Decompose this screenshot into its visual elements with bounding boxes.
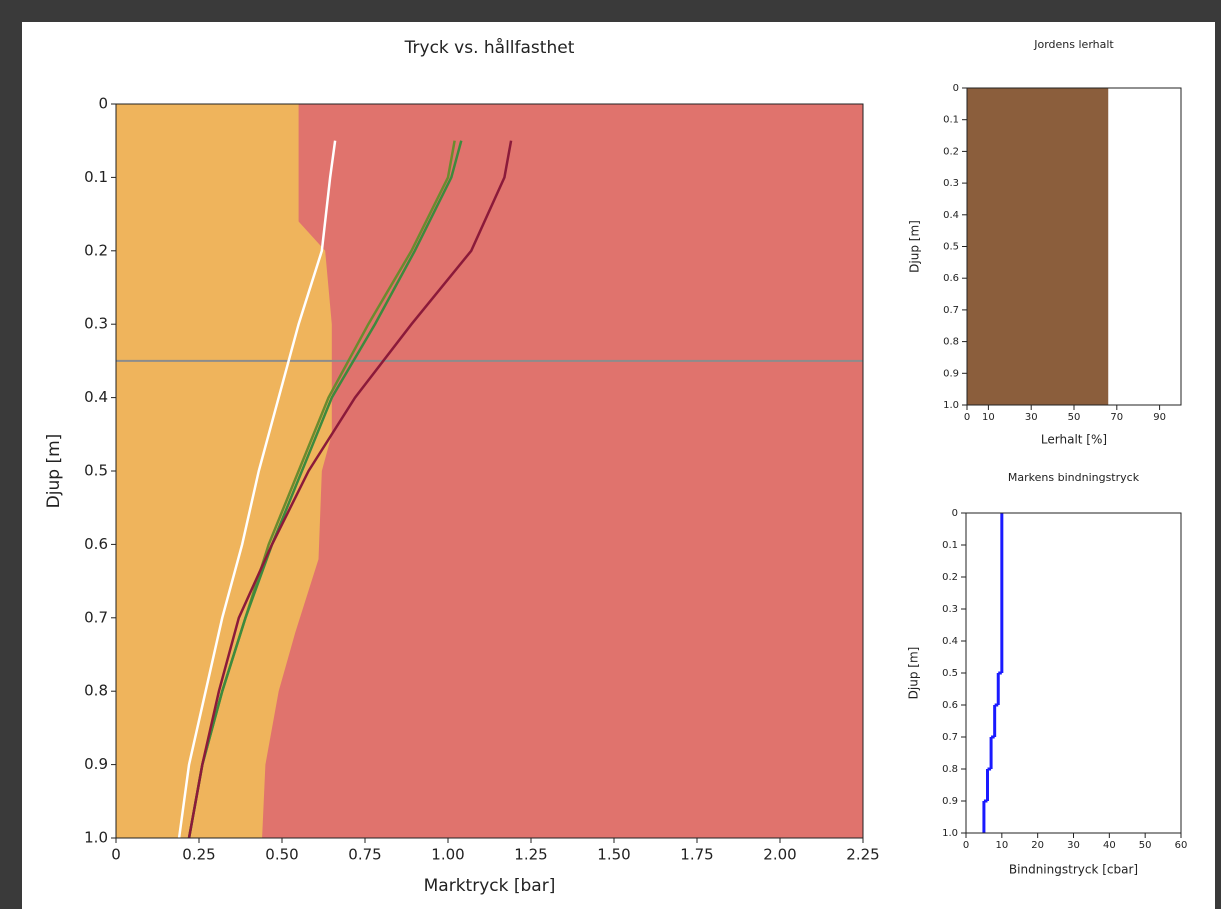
y-tick-label: 0.8 (942, 764, 958, 775)
x-tick-label: 0.75 (348, 846, 381, 864)
series-line (187, 140, 513, 839)
y-tick-label: 0.4 (943, 210, 959, 221)
y-tick-label: 0.5 (84, 462, 108, 480)
x-tick-label: 1.25 (514, 846, 547, 864)
y-tick-label: 1.0 (942, 828, 958, 839)
y-tick-label: 0.4 (942, 636, 958, 647)
y-tick-label: 0.9 (942, 796, 958, 807)
series-line (177, 140, 337, 839)
x-tick-label: 1.50 (597, 846, 630, 864)
y-tick-label: 0.3 (943, 178, 959, 189)
y-tick-label: 1.0 (943, 400, 959, 411)
x-tick-label: 50 (1139, 840, 1152, 851)
y-axis-label: Djup [m] (908, 220, 922, 273)
y-tick-label: 0.2 (942, 572, 958, 583)
y-tick-label: 0.2 (943, 146, 959, 157)
y-tick-label: 0.2 (84, 241, 108, 259)
y-tick-label: 0 (953, 83, 959, 94)
chart-title: Jordens lerhalt (1033, 38, 1114, 51)
y-tick-label: 1.0 (84, 829, 108, 847)
x-tick-label: 30 (1025, 412, 1038, 423)
x-tick-label: 0 (963, 840, 969, 851)
x-tick-label: 0 (111, 846, 121, 864)
y-tick-label: 0.4 (84, 388, 108, 406)
y-tick-label: 0.5 (943, 242, 959, 253)
x-tick-label: 50 (1068, 412, 1081, 423)
y-tick-label: 0.3 (84, 315, 108, 333)
y-axis-label: Djup [m] (907, 647, 921, 700)
x-axis-label: Bindningstryck [cbar] (1009, 863, 1138, 877)
y-tick-label: 0.7 (942, 732, 958, 743)
y-tick-label: 0.9 (84, 755, 108, 773)
x-tick-label: 10 (982, 412, 995, 423)
x-tick-label: 90 (1153, 412, 1166, 423)
x-tick-label: 1.00 (431, 846, 464, 864)
x-tick-label: 0.25 (182, 846, 215, 864)
y-tick-label: 0.6 (84, 535, 108, 553)
y-axis-label: Djup [m] (44, 434, 64, 509)
y-tick-label: 0.8 (84, 682, 108, 700)
x-tick-label: 2.25 (846, 846, 879, 864)
y-tick-label: 0.6 (943, 273, 959, 284)
x-axis-label: Lerhalt [%] (1041, 433, 1107, 447)
y-tick-label: 0.3 (942, 604, 958, 615)
x-tick-label: 40 (1103, 840, 1116, 851)
y-tick-label: 0.9 (943, 368, 959, 379)
x-tick-label: 0.50 (265, 846, 298, 864)
x-tick-label: 10 (995, 840, 1008, 851)
x-tick-label: 2.00 (763, 846, 796, 864)
x-tick-label: 1.75 (680, 846, 713, 864)
chart-title: Markens bindningstryck (1008, 471, 1140, 484)
y-tick-label: 0.1 (84, 168, 108, 186)
y-tick-label: 0.7 (943, 305, 959, 316)
x-tick-label: 30 (1067, 840, 1080, 851)
y-tick-label: 0.6 (942, 700, 958, 711)
y-tick-label: 0 (98, 95, 108, 113)
x-tick-label: 20 (1031, 840, 1044, 851)
x-axis-label: Marktryck [bar] (424, 876, 556, 896)
bar (967, 88, 1109, 405)
y-tick-label: 0.8 (943, 337, 959, 348)
x-tick-label: 70 (1110, 412, 1123, 423)
y-tick-label: 0 (952, 508, 958, 519)
y-tick-label: 0.5 (942, 668, 958, 679)
y-tick-label: 0.1 (943, 115, 959, 126)
x-tick-label: 60 (1175, 840, 1188, 851)
y-tick-label: 0.1 (942, 540, 958, 551)
chart-title: Tryck vs. hållfasthet (404, 37, 575, 58)
y-tick-label: 0.7 (84, 608, 108, 626)
x-tick-label: 0 (964, 412, 970, 423)
zone-area (116, 104, 332, 838)
series-line (187, 140, 463, 839)
